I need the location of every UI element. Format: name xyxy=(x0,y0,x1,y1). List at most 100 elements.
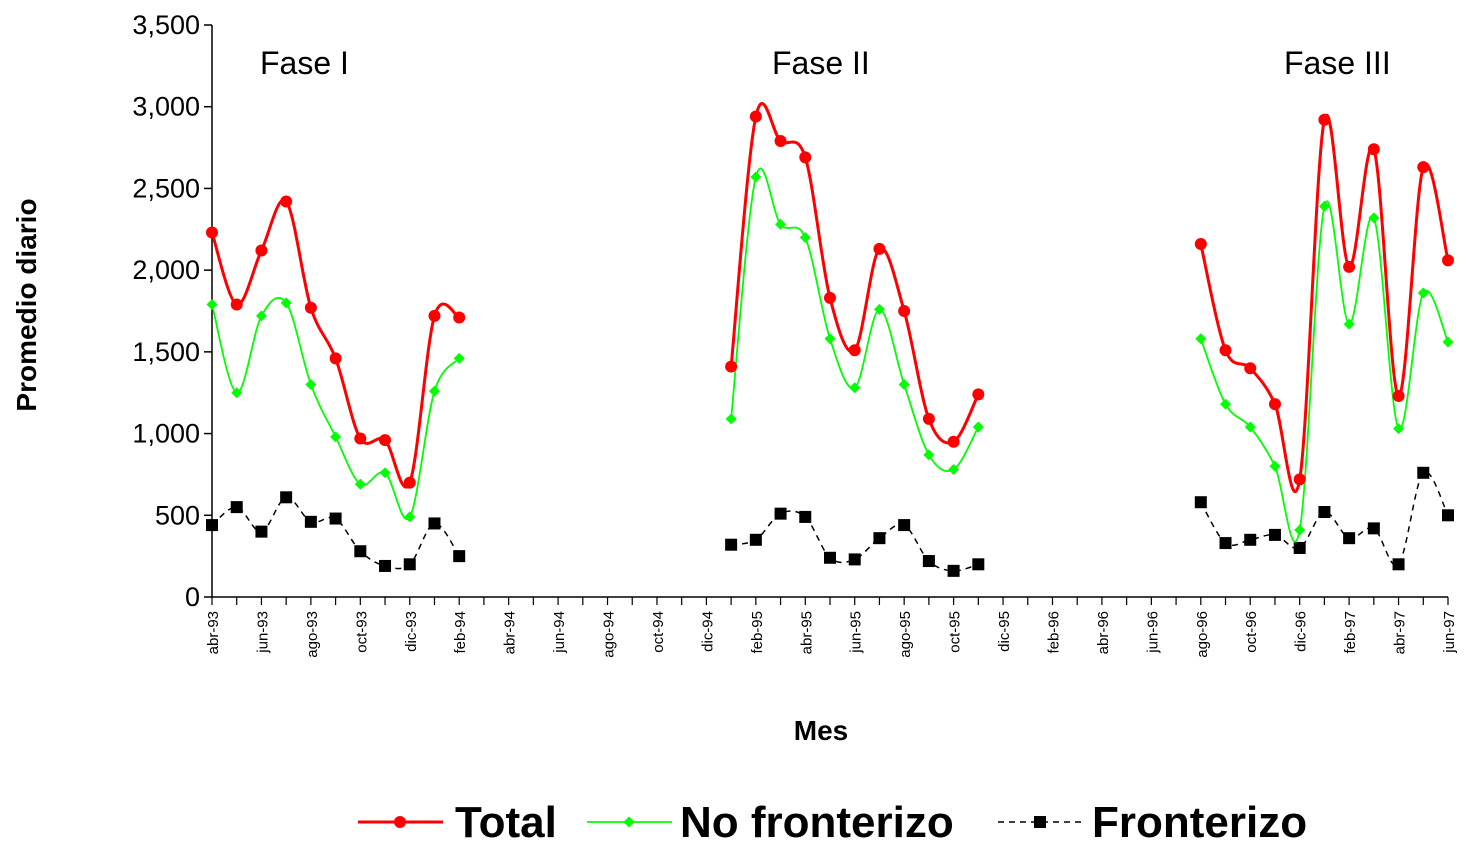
x-tick-label: jun-94 xyxy=(551,611,568,654)
series-fronterizo xyxy=(206,466,1454,577)
data-point-fronterizo xyxy=(1293,541,1306,554)
data-point-fronterizo xyxy=(354,545,367,558)
data-point-no-fronterizo xyxy=(206,298,218,310)
data-point-no-fronterizo xyxy=(1417,287,1429,299)
data-point-fronterizo xyxy=(304,515,317,528)
data-point-fronterizo xyxy=(1392,558,1405,571)
data-point-fronterizo xyxy=(848,553,861,566)
data-point-no-fronterizo xyxy=(948,464,960,476)
x-tick-label: dic-96 xyxy=(1293,611,1310,652)
y-tick-label: 3,000 xyxy=(132,92,200,122)
legend: Total No fronterizo Fronterizo xyxy=(358,798,1307,843)
data-point-no-fronterizo xyxy=(428,385,440,397)
legend-marker-fronterizo xyxy=(1034,816,1046,828)
data-point-fronterizo xyxy=(774,507,787,520)
data-point-no-fronterizo xyxy=(1393,423,1405,435)
x-tick-label: abr-96 xyxy=(1095,611,1112,654)
data-point-fronterizo xyxy=(206,519,218,532)
data-point-total xyxy=(304,301,317,314)
data-point-fronterizo xyxy=(725,538,738,551)
x-tick-label: oct-95 xyxy=(947,611,964,653)
x-tick-label: abr-97 xyxy=(1392,611,1409,654)
x-tick-label: feb-95 xyxy=(749,611,766,654)
data-point-fronterizo xyxy=(1417,466,1430,479)
data-point-fronterizo xyxy=(972,558,985,571)
legend-label-fronterizo: Fronterizo xyxy=(1092,798,1307,843)
data-point-total xyxy=(1442,254,1454,267)
y-axis-title: Promedio diario xyxy=(11,198,42,411)
data-point-no-fronterizo xyxy=(1343,318,1355,330)
x-tick-label: abr-93 xyxy=(205,611,222,654)
data-point-total xyxy=(1367,143,1380,156)
data-point-fronterizo xyxy=(947,564,960,577)
data-point-no-fronterizo xyxy=(750,171,762,183)
data-point-no-fronterizo xyxy=(849,382,861,394)
data-point-fronterizo xyxy=(453,550,466,563)
y-tick-label: 1,000 xyxy=(132,419,200,449)
series-line-fronterizo xyxy=(730,510,979,572)
x-tick-label: feb-97 xyxy=(1342,611,1359,654)
series-layer xyxy=(206,102,1454,577)
y-tick-label: 500 xyxy=(155,500,200,530)
data-point-total xyxy=(898,305,911,317)
data-point-fronterizo xyxy=(280,491,293,504)
data-point-no-fronterizo xyxy=(972,421,984,433)
data-point-total xyxy=(1268,398,1281,411)
series-line-fronterizo xyxy=(211,496,460,570)
data-point-fronterizo xyxy=(1318,506,1331,519)
data-point-fronterizo xyxy=(1194,496,1207,509)
data-point-no-fronterizo xyxy=(898,379,910,391)
data-point-no-fronterizo xyxy=(1368,212,1380,224)
phase-1-label: Fase I xyxy=(260,45,349,81)
data-point-no-fronterizo xyxy=(725,413,737,425)
series-total xyxy=(206,102,1454,493)
data-point-total xyxy=(749,110,762,123)
data-point-no-fronterizo xyxy=(1294,524,1306,536)
data-point-no-fronterizo xyxy=(775,218,787,230)
data-point-total xyxy=(428,309,441,322)
data-point-fronterizo xyxy=(329,512,342,525)
data-point-total xyxy=(848,344,861,357)
data-point-total xyxy=(725,360,738,373)
data-point-fronterizo xyxy=(1367,522,1380,535)
x-tick-label: dic-95 xyxy=(996,611,1013,652)
x-tick-label: jun-96 xyxy=(1144,611,1161,654)
data-point-fronterizo xyxy=(1343,532,1356,545)
data-point-total xyxy=(922,412,935,425)
data-point-no-fronterizo xyxy=(354,478,366,490)
series-no-fronterizo xyxy=(206,167,1454,543)
y-tick-label: 1,500 xyxy=(132,337,200,367)
phase-3-label: Fase III xyxy=(1284,45,1391,81)
data-point-total xyxy=(1318,113,1331,126)
data-point-total xyxy=(947,435,960,448)
x-tick-label: abr-94 xyxy=(502,611,519,654)
data-point-total xyxy=(255,244,268,257)
data-point-no-fronterizo xyxy=(255,310,267,322)
data-point-total xyxy=(354,432,367,445)
data-point-total xyxy=(774,135,787,148)
y-tick-label: 2,000 xyxy=(132,255,200,285)
data-point-no-fronterizo xyxy=(1244,421,1256,433)
legend-label-no-fronterizo: No fronterizo xyxy=(680,798,954,843)
x-tick-label: oct-93 xyxy=(353,611,370,653)
data-point-total xyxy=(403,476,416,489)
series-line-no-fronterizo xyxy=(1199,200,1449,543)
legend-marker-total xyxy=(394,816,406,828)
x-tick-label: dic-94 xyxy=(699,611,716,652)
data-point-total xyxy=(280,195,293,208)
data-point-total xyxy=(453,311,466,324)
data-point-fronterizo xyxy=(379,559,392,572)
plot-area xyxy=(211,25,1448,598)
data-point-fronterizo xyxy=(898,519,911,532)
series-line-fronterizo xyxy=(1200,471,1449,567)
y-tick-label: 2,500 xyxy=(132,173,200,203)
data-point-no-fronterizo xyxy=(873,303,885,315)
data-point-no-fronterizo xyxy=(379,467,391,479)
data-point-no-fronterizo xyxy=(1269,460,1281,472)
x-tick-label: jun-93 xyxy=(254,611,271,654)
data-point-total xyxy=(329,352,342,365)
data-point-no-fronterizo xyxy=(824,333,836,345)
data-point-total xyxy=(1343,260,1356,273)
data-point-total xyxy=(1219,344,1232,357)
legend-marker-no-fronterizo xyxy=(623,816,635,828)
